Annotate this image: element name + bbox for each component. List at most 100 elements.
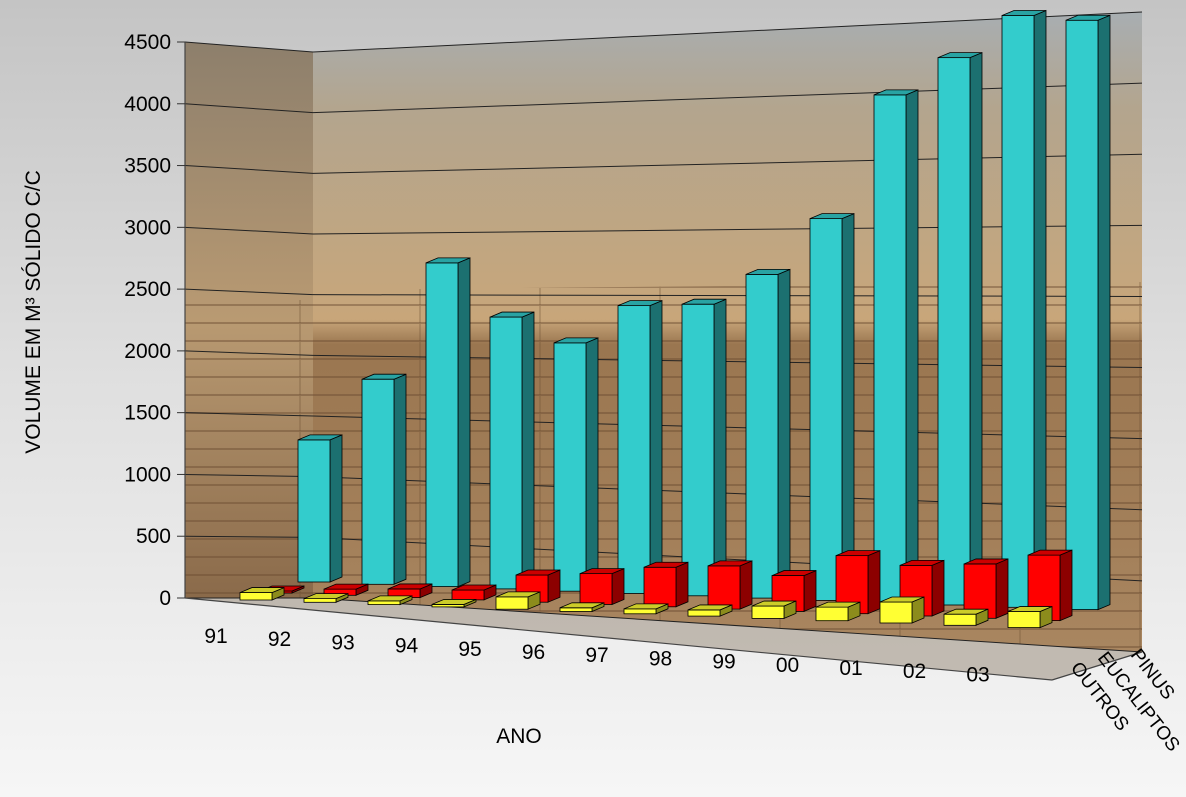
bar-top bbox=[815, 601, 861, 608]
bar-side bbox=[329, 434, 343, 583]
bar-front bbox=[937, 57, 971, 606]
x-tick-label: 96 bbox=[522, 641, 545, 664]
x-axis-label: ANO bbox=[496, 725, 542, 748]
bar-eucaliptos-95 bbox=[515, 569, 561, 603]
y-tick-label: 4000 bbox=[124, 93, 171, 116]
bar-side bbox=[995, 558, 1009, 619]
gridline-side bbox=[184, 535, 314, 538]
bar-front bbox=[687, 609, 721, 617]
bar-top bbox=[553, 337, 599, 344]
bar-top bbox=[323, 583, 369, 590]
bar-top bbox=[617, 300, 663, 307]
bar-top bbox=[431, 599, 477, 605]
bar-top bbox=[745, 268, 791, 275]
x-tick-label: 03 bbox=[966, 663, 989, 686]
bar-pinus-03 bbox=[1065, 14, 1111, 611]
gridline-side bbox=[184, 288, 314, 296]
x-tick-label: 01 bbox=[839, 657, 862, 680]
bar-pinus-02 bbox=[1001, 9, 1047, 608]
bar-front bbox=[681, 303, 715, 597]
gridline-side bbox=[184, 473, 314, 478]
bar-outros-98 bbox=[687, 604, 733, 617]
y-tick-label: 1500 bbox=[124, 402, 171, 425]
bar-outros-02 bbox=[943, 608, 989, 626]
y-axis-ticks: 0 500 1000 1500 2000 2500 3000 3500 4000 4500 bbox=[124, 31, 185, 610]
bar-outros-01 bbox=[879, 596, 925, 624]
y-tick-label: 500 bbox=[136, 525, 171, 548]
plot-floor bbox=[185, 598, 1142, 680]
bar-side bbox=[777, 268, 791, 599]
x-tick-label: 98 bbox=[649, 647, 672, 670]
bar-side bbox=[931, 559, 945, 617]
bar-top bbox=[489, 311, 535, 318]
bar-top bbox=[835, 550, 881, 557]
bar-front bbox=[809, 218, 843, 601]
bar-side bbox=[457, 257, 471, 588]
bar-side bbox=[393, 373, 407, 585]
y-tick-label: 0 bbox=[159, 587, 171, 610]
bar-pinus-95 bbox=[553, 337, 599, 592]
x-tick-label: 99 bbox=[712, 651, 735, 674]
bar-top bbox=[425, 257, 471, 264]
bar-top bbox=[559, 602, 605, 609]
bar-side bbox=[739, 560, 753, 610]
bar-top bbox=[623, 603, 669, 610]
bar-side bbox=[905, 89, 919, 604]
bar-top bbox=[239, 587, 285, 593]
bar-front bbox=[239, 592, 273, 601]
gridline-side bbox=[184, 165, 314, 174]
bar-top bbox=[495, 591, 541, 598]
x-axis-tick-labels: 91 92 93 94 95 96 97 98 99 00 01 02 03 bbox=[204, 625, 989, 686]
bar-pinus-99 bbox=[809, 213, 855, 602]
bar-pinus-91 bbox=[297, 434, 343, 583]
bar-pinus-98 bbox=[745, 268, 791, 599]
gridline-side bbox=[184, 103, 314, 114]
bar-front bbox=[1065, 19, 1099, 610]
bar-front bbox=[879, 601, 913, 624]
bar-top bbox=[899, 559, 945, 566]
bar-top bbox=[387, 583, 433, 590]
bar-top bbox=[515, 569, 561, 576]
bar-eucaliptos-98 bbox=[707, 560, 753, 610]
x-tick-label: 92 bbox=[268, 628, 291, 651]
x-axis-line bbox=[184, 597, 1053, 681]
bar-front bbox=[451, 589, 485, 601]
bar-pinus-93 bbox=[425, 257, 471, 588]
bar-top bbox=[361, 373, 407, 380]
y-tick-label: 2500 bbox=[124, 278, 171, 301]
bar-front bbox=[623, 608, 657, 615]
gridline-side bbox=[184, 412, 314, 417]
bar-front bbox=[751, 605, 785, 619]
x-tick-label: 93 bbox=[331, 631, 354, 654]
bar-side bbox=[611, 568, 625, 606]
bar-front bbox=[745, 273, 779, 599]
bar-side bbox=[1097, 14, 1111, 611]
x-tick-label: 02 bbox=[903, 660, 926, 683]
bar-pinus-00 bbox=[873, 89, 919, 604]
bar-side bbox=[521, 311, 535, 590]
bar-top bbox=[451, 584, 497, 591]
bar-front bbox=[1001, 15, 1035, 608]
y-tick-label: 3000 bbox=[124, 216, 171, 239]
bar-side bbox=[841, 213, 855, 602]
bar-top bbox=[879, 596, 925, 603]
bar-outros-93 bbox=[367, 595, 413, 606]
bar-top bbox=[963, 558, 1009, 565]
bar-front bbox=[617, 305, 651, 594]
bar-eucaliptos-92 bbox=[323, 583, 369, 596]
bars bbox=[239, 9, 1111, 629]
bar-front bbox=[707, 565, 741, 610]
bar-top bbox=[937, 52, 983, 59]
bar-front bbox=[815, 606, 849, 622]
bar-pinus-01 bbox=[937, 52, 983, 606]
bar-side bbox=[547, 569, 561, 603]
bar-outros-92 bbox=[303, 592, 349, 603]
bar-pinus-92 bbox=[361, 373, 407, 585]
bar-top bbox=[297, 434, 343, 441]
x-tick-label: 91 bbox=[204, 625, 227, 648]
bar-front bbox=[495, 596, 529, 610]
bar-side bbox=[649, 300, 663, 595]
bar-side bbox=[803, 569, 817, 613]
bar-eucaliptos-93 bbox=[387, 583, 433, 599]
